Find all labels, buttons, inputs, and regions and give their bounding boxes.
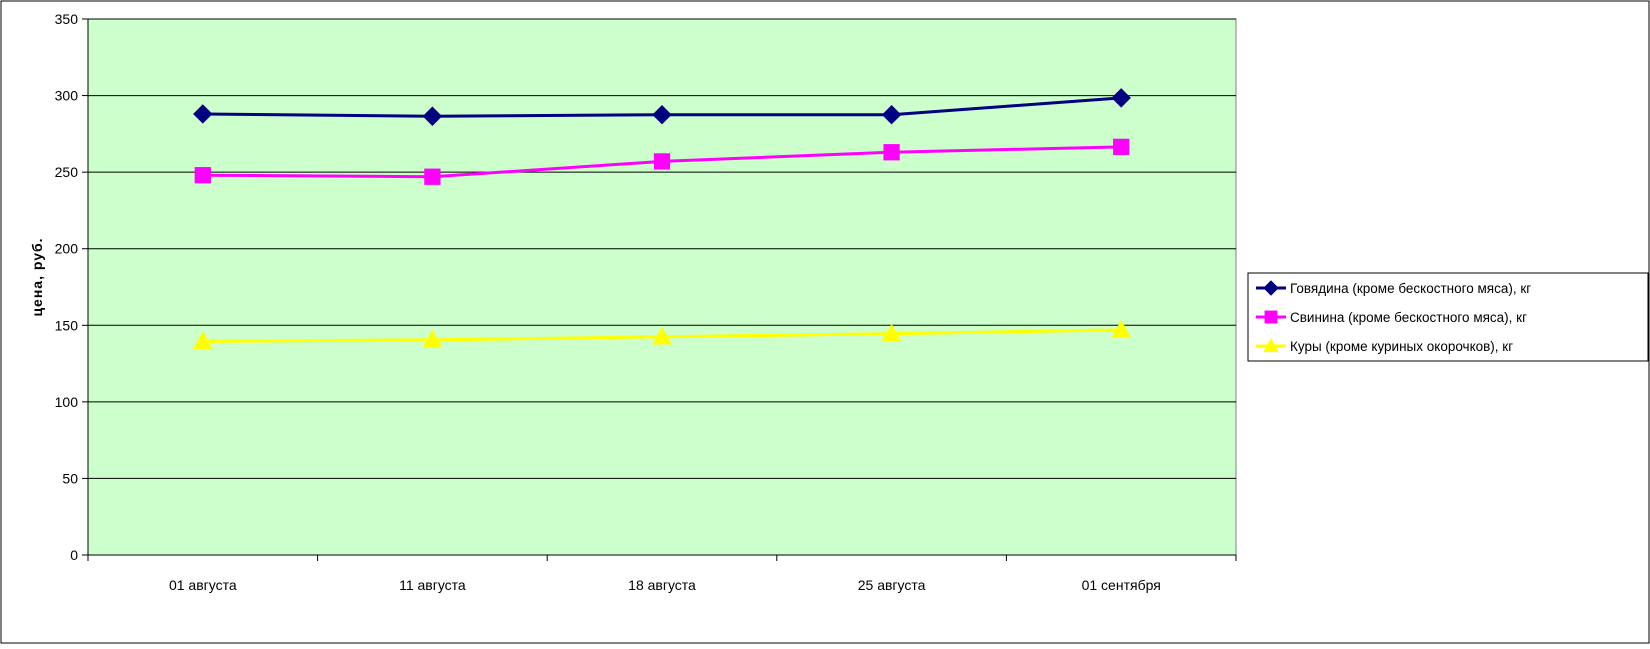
data-point — [194, 167, 211, 184]
data-point — [193, 104, 213, 124]
data-point — [652, 326, 672, 345]
data-point — [883, 144, 900, 161]
legend-marker — [1263, 280, 1279, 296]
data-point — [1111, 319, 1132, 338]
legend: Говядина (кроме бескостного мяса), кг Сви… — [1247, 272, 1649, 362]
y-tick-label: 250 — [55, 164, 79, 180]
x-tick-label: 01 сентября — [1082, 577, 1161, 593]
y-tick-label: 300 — [55, 88, 79, 104]
legend-item: Куры (кроме куриных окорочков), кг — [1256, 337, 1513, 354]
y-tick-label: 200 — [55, 241, 79, 257]
y-tick-label: 50 — [62, 470, 78, 486]
legend-label: Куры (кроме куриных окорочков), кг — [1290, 339, 1513, 354]
x-tick-label: 18 августа — [628, 577, 696, 593]
x-tick-label: 25 августа — [858, 577, 926, 593]
series-1 — [193, 88, 1131, 126]
series-3 — [192, 319, 1132, 350]
data-point — [424, 168, 441, 185]
data-point — [422, 106, 443, 126]
legend-box — [1247, 272, 1649, 362]
plot-area — [87, 18, 1237, 556]
legend-label: Говядина (кроме бескостного мяса), кг — [1290, 281, 1531, 296]
data-point — [652, 105, 672, 125]
legend-marker — [1264, 310, 1278, 324]
y-axis-label: цена, руб. — [29, 237, 45, 316]
y-tick-label: 0 — [70, 547, 78, 563]
series-layer — [192, 88, 1132, 350]
y-tick-label: 100 — [55, 394, 79, 410]
data-point — [653, 153, 671, 170]
data-point — [1113, 138, 1130, 156]
grid-lines — [88, 18, 1236, 479]
data-point — [881, 323, 902, 342]
data-point — [881, 105, 902, 125]
legend-item: Говядина (кроме бескостного мяса), кг — [1256, 280, 1531, 296]
x-tick-label: 11 августа — [399, 577, 466, 593]
y-tick-label: 350 — [55, 11, 79, 27]
data-point — [192, 331, 213, 350]
data-point — [422, 329, 443, 348]
axes: 0 50 100 150 200 250 300 350 01 августа 11 август… — [55, 11, 1237, 593]
x-tick-label: 01 августа — [169, 577, 237, 593]
legend-marker — [1263, 337, 1279, 353]
legend-label: Свинина (кроме бескостного мяса), кг — [1290, 310, 1527, 325]
series-2 — [194, 138, 1130, 185]
data-point — [1111, 88, 1131, 108]
legend-item: Свинина (кроме бескостного мяса), кг — [1256, 310, 1527, 325]
y-tick-label: 150 — [55, 317, 79, 333]
